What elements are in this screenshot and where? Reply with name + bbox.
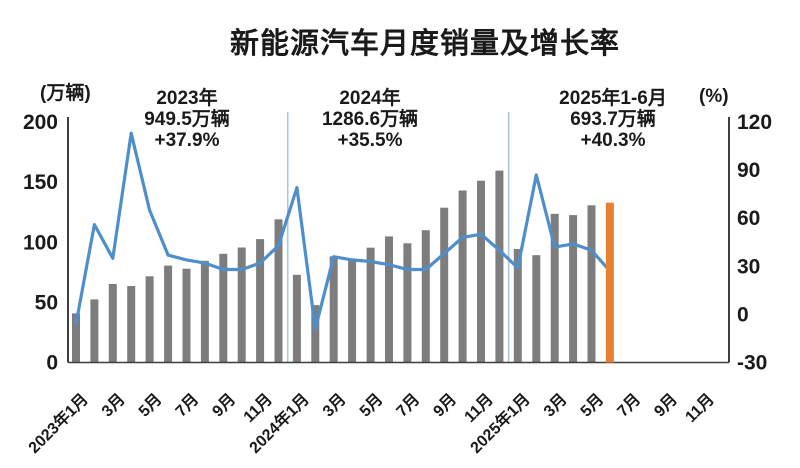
x-axis-label-14: 5月 (577, 390, 607, 420)
bar-2025-01 (513, 249, 522, 363)
bar-2024-06 (385, 236, 393, 363)
left-axis-tick-200: 200 (23, 111, 58, 134)
left-axis-tick-0: 0 (46, 352, 58, 375)
bar-2024-01 (292, 274, 301, 363)
left-axis-tick-100: 100 (23, 231, 58, 254)
left-axis-tick-150: 150 (23, 171, 58, 194)
right-axis-tick-30: 30 (737, 255, 760, 278)
x-axis-label-7: 3月 (319, 390, 349, 420)
bar-2024-08 (421, 230, 430, 363)
bar-2024-12 (495, 170, 504, 363)
annotation-2024-total: 1286.6万辆 (321, 109, 419, 130)
x-axis-label-8: 5月 (356, 390, 386, 420)
x-axis-label-15: 7月 (614, 390, 644, 420)
left-axis-tick-50: 50 (35, 291, 58, 314)
x-axis-label-16: 9月 (651, 390, 681, 420)
x-axis-label-2: 5月 (135, 390, 165, 420)
annotation-2025-period: 2025年1-6月 (559, 88, 667, 109)
annotation-2023: 2023年 949.5万辆 +37.9% (87, 88, 287, 151)
annotation-2023-growth: +37.9% (154, 130, 220, 151)
growth-rate-line (74, 131, 612, 331)
bar-2023-02 (90, 299, 99, 363)
bar-2023-03 (108, 284, 117, 363)
bar-2024-04 (348, 260, 357, 363)
right-axis-unit-label: (%) (699, 86, 729, 107)
x-axis-label-0: 2023年1月 (24, 389, 92, 457)
bar-2024-10 (458, 190, 467, 363)
bar-2023-12 (274, 219, 283, 363)
bar-2025-02 (532, 255, 541, 363)
annotation-2024-growth: +35.5% (337, 130, 403, 151)
bar-2024-03 (329, 256, 338, 363)
bar-2024-02 (311, 305, 320, 363)
bar-2023-04 (127, 286, 136, 363)
x-axis-label-1: 3月 (98, 390, 128, 420)
bar-2023-09 (219, 253, 228, 363)
bar-2023-01 (72, 313, 80, 363)
annotation-2023-total: 949.5万辆 (144, 109, 230, 130)
bar-2023-10 (237, 247, 246, 363)
annotation-2025-total: 693.7万辆 (570, 109, 656, 130)
annotation-2025-growth: +40.3% (580, 130, 646, 151)
bar-2024-05 (366, 247, 375, 363)
bar-2023-08 (200, 260, 209, 363)
annotation-2024: 2024年 1286.6万辆 +35.5% (270, 88, 470, 151)
bar-2024-09 (440, 207, 449, 363)
bar-2023-05 (145, 276, 154, 363)
x-axis-label-9: 7月 (393, 390, 423, 420)
annotation-2025: 2025年1-6月 693.7万辆 +40.3% (503, 88, 723, 151)
right-axis-tick-120: 120 (737, 111, 772, 134)
x-axis-label-17: 11月 (682, 390, 718, 426)
bar-2025-03 (550, 213, 559, 363)
right-axis-tick-90: 90 (737, 159, 760, 182)
bar-2023-11 (256, 239, 265, 363)
left-axis-unit-label: (万辆) (40, 83, 91, 104)
x-axis-label-10: 9月 (430, 390, 460, 420)
bar-2023-06 (164, 265, 173, 363)
x-axis-label-3: 7月 (172, 390, 202, 420)
bar-2025-04 (569, 215, 578, 363)
x-axis-label-4: 9月 (209, 390, 239, 420)
bar-2025-05 (587, 205, 596, 363)
right-axis-tick-0: 0 (737, 303, 749, 326)
right-axis-tick--30: -30 (737, 352, 767, 375)
right-axis-tick-60: 60 (737, 207, 760, 230)
x-axis-label-13: 3月 (540, 390, 570, 420)
chart-title: 新能源汽车月度销量及增长率 (229, 28, 620, 60)
annotation-2023-year: 2023年 (156, 88, 218, 109)
annotation-2024-year: 2024年 (339, 88, 401, 109)
bar-2024-07 (403, 243, 412, 363)
bar-2025-06-highlight (605, 202, 614, 363)
bar-2023-07 (182, 268, 191, 363)
bar-2024-11 (477, 180, 485, 363)
